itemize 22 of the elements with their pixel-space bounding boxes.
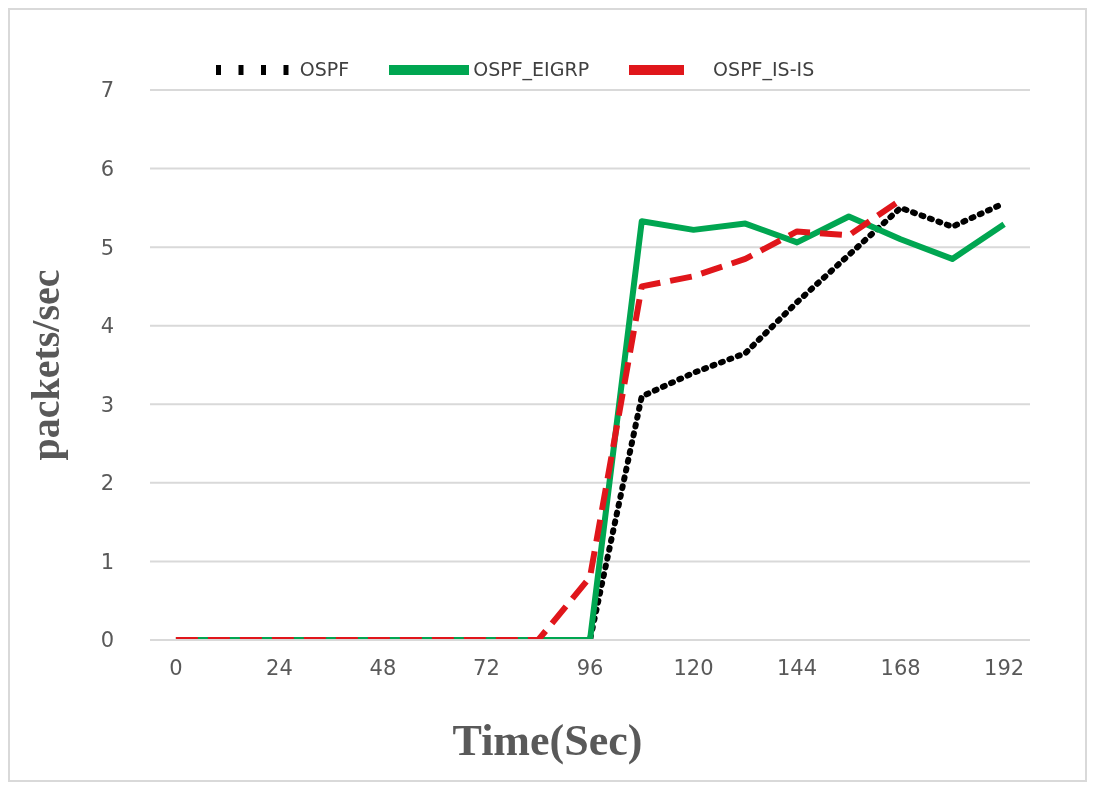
y-tick-label: 0: [100, 628, 114, 653]
legend-label: OSPF: [299, 57, 350, 80]
y-tick-label: 2: [100, 471, 114, 496]
x-tick-label: 24: [266, 655, 293, 680]
x-tick-label: 168: [880, 655, 921, 680]
y-tick-label: 1: [100, 549, 114, 574]
y-tick-label: 3: [100, 392, 114, 417]
x-tick-label: 48: [369, 655, 397, 680]
y-tick-label: 5: [100, 235, 114, 260]
y-tick-label: 7: [100, 78, 114, 103]
y-axis-title: packets/sec: [23, 269, 69, 461]
x-tick-label: 96: [576, 655, 604, 680]
x-tick-label: 192: [984, 655, 1025, 680]
legend-label: OSPF_EIGRP: [473, 57, 590, 80]
x-tick-label: 144: [777, 655, 818, 680]
x-tick-label: 72: [473, 655, 500, 680]
x-axis-title: Time(Sec): [451, 715, 644, 766]
x-tick-label: 0: [169, 655, 183, 680]
y-tick-label: 4: [100, 314, 114, 339]
legend-label: OSPF_IS-IS: [713, 57, 815, 80]
x-tick-label: 120: [673, 655, 714, 680]
y-tick-label: 6: [100, 157, 114, 182]
